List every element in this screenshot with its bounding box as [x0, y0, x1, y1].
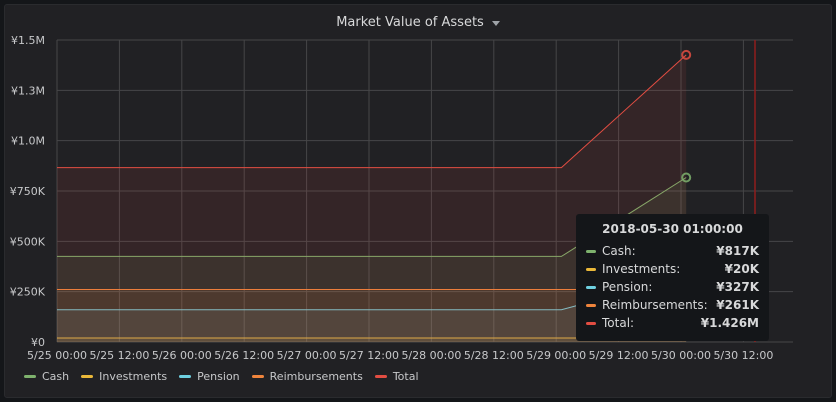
y-tick-label: ¥1.5M [11, 34, 45, 47]
tooltip-swatch [586, 249, 596, 253]
tooltip-series-name: Pension: [602, 280, 653, 294]
series-area [57, 337, 687, 342]
tooltip-series-name: Total: [602, 316, 635, 330]
series-area [57, 54, 687, 342]
y-tick-label: ¥0 [31, 336, 45, 349]
x-tick-label: 5/27 12:00 [339, 349, 399, 362]
legend-label: Reimbursements [269, 370, 363, 383]
tooltip-swatch [586, 303, 596, 307]
x-tick-label: 5/28 00:00 [401, 349, 461, 362]
x-tick-label: 5/30 00:00 [651, 349, 711, 362]
graph-panel: Market Value of Assets [4, 4, 832, 398]
hover-point-marker [681, 49, 692, 60]
hover-tooltip: 2018-05-30 01:00:00 Cash: ¥817K Investme… [576, 214, 769, 341]
legend-item-investments[interactable]: Investments [81, 370, 167, 383]
legend-swatch [374, 375, 387, 378]
x-tick-label: 5/25 12:00 [89, 349, 149, 362]
panel-title[interactable]: Market Value of Assets [336, 14, 484, 30]
tooltip-row-cash: Cash: ¥817K [586, 242, 759, 260]
tooltip-row-pension: Pension: ¥327K [586, 278, 759, 296]
x-tick-label: 5/28 12:00 [464, 349, 524, 362]
legend-item-pension[interactable]: Pension [179, 370, 240, 383]
tooltip-row-total: Total: ¥1.426M [586, 314, 759, 332]
x-tick-label: 5/29 00:00 [526, 349, 586, 362]
y-tick-label: ¥1.0M [11, 135, 45, 148]
tooltip-series-value: ¥261K [716, 298, 759, 312]
x-tick-label: 5/29 12:00 [589, 349, 649, 362]
legend-item-reimbursements[interactable]: Reimbursements [251, 370, 363, 383]
tooltip-series-value: ¥327K [716, 280, 759, 294]
panel-header[interactable]: Market Value of Assets [5, 11, 831, 33]
tooltip-series-value: ¥20K [724, 262, 759, 276]
tooltip-row-investments: Investments: ¥20K [586, 260, 759, 278]
series-area [57, 276, 687, 342]
tooltip-title: 2018-05-30 01:00:00 [602, 222, 743, 236]
legend-label: Investments [99, 370, 168, 383]
legend-label: Cash [42, 370, 70, 383]
legend: Cash Investments Pension Reimbursements … [24, 370, 419, 383]
chevron-down-icon[interactable] [491, 20, 500, 26]
legend-label: Total [392, 370, 419, 383]
tooltip-row-reimbursements: Reimbursements: ¥261K [586, 296, 759, 314]
tooltip-series-value: ¥817K [716, 244, 759, 258]
tooltip-series-name: Investments: [602, 262, 681, 276]
tooltip-series-name: Cash: [602, 244, 636, 258]
series-line [57, 177, 687, 257]
legend-swatch [24, 375, 36, 378]
legend-swatch [251, 375, 264, 378]
y-tick-label: ¥750K [10, 185, 46, 198]
x-tick-label: 5/26 12:00 [214, 349, 274, 362]
y-tick-label: ¥250K [10, 286, 46, 299]
x-tick-label: 5/26 00:00 [152, 349, 212, 362]
series-area [57, 289, 687, 342]
y-tick-label: ¥500K [10, 235, 46, 248]
legend-item-total[interactable]: Total [374, 370, 419, 383]
x-tick-label: 5/25 00:00 [27, 349, 87, 362]
legend-item-cash[interactable]: Cash [24, 370, 69, 383]
series-area [57, 177, 687, 342]
tooltip-swatch [586, 267, 596, 271]
tooltip-swatch [586, 321, 596, 325]
y-tick-label: ¥1.3M [11, 84, 45, 97]
legend-swatch [179, 375, 192, 378]
series-line [57, 54, 687, 169]
tooltip-swatch [586, 285, 596, 289]
x-tick-label: 5/27 00:00 [277, 349, 337, 362]
legend-label: Pension [197, 370, 240, 383]
x-tick-label: 5/30 12:00 [713, 349, 773, 362]
hover-point-marker [681, 172, 692, 183]
tooltip-series-value: ¥1.426M [700, 316, 759, 330]
legend-swatch [81, 375, 94, 378]
tooltip-series-name: Reimbursements: [602, 298, 708, 312]
